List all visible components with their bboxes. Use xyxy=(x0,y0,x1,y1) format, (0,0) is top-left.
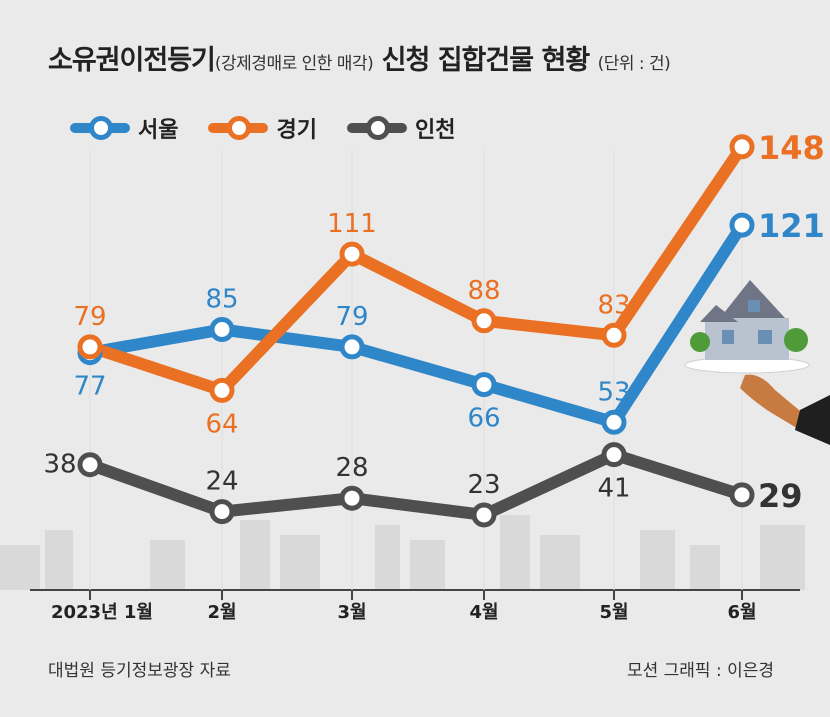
x-tick-label: 5월 xyxy=(599,602,628,623)
data-value-label: 28 xyxy=(335,453,368,483)
data-point xyxy=(729,212,755,238)
title-main: 소유권이전등기 xyxy=(48,45,216,76)
x-tick-label: 6월 xyxy=(727,602,756,623)
data-value-label: 64 xyxy=(205,409,238,439)
legend-item-seoul: 서울 xyxy=(70,112,178,144)
series-line-0 xyxy=(84,219,748,429)
data-point xyxy=(471,502,497,528)
data-value-label: 38 xyxy=(43,450,76,480)
data-value-label: 111 xyxy=(327,209,377,239)
data-value-label: 23 xyxy=(467,470,500,500)
series-line-2 xyxy=(84,448,748,521)
data-point xyxy=(729,482,755,508)
data-point xyxy=(601,442,627,468)
data-value-label: 88 xyxy=(467,276,500,306)
data-value-label: 29 xyxy=(758,477,803,515)
data-point xyxy=(339,334,365,360)
data-point xyxy=(471,372,497,398)
data-value-label: 79 xyxy=(335,302,368,332)
data-point xyxy=(601,322,627,348)
data-value-label: 66 xyxy=(467,404,500,434)
title-sub: (강제경매로 인한 매각) xyxy=(214,54,374,74)
legend-label-incheon: 인천 xyxy=(414,118,456,143)
data-value-label: 77 xyxy=(73,372,106,402)
title-unit: (단위 : 건) xyxy=(597,54,671,74)
house-on-tray-icon xyxy=(684,280,830,445)
data-point xyxy=(77,452,103,478)
legend-marker-incheon xyxy=(346,116,407,140)
data-value-label: 79 xyxy=(73,302,106,332)
data-point xyxy=(339,485,365,511)
data-point xyxy=(209,377,235,403)
chart-title: 소유권이전등기(강제경매로 인한 매각) 신청 집합건물 현황 (단위 : 건) xyxy=(48,38,671,77)
data-value-label: 53 xyxy=(597,377,630,407)
data-point xyxy=(601,409,627,435)
data-value-label: 41 xyxy=(597,474,630,504)
data-point xyxy=(729,134,755,160)
data-point xyxy=(209,317,235,342)
data-point xyxy=(77,334,103,360)
skyline-decoration xyxy=(0,515,805,590)
data-point xyxy=(339,241,365,267)
legend: 서울 경기 인천 xyxy=(70,112,455,144)
title-main2: 신청 집합건물 현황 xyxy=(381,45,591,76)
x-tick-label: 2월 xyxy=(207,602,236,623)
data-value-label: 148 xyxy=(758,129,825,167)
series-line-1 xyxy=(84,140,748,397)
legend-marker-gyeonggi xyxy=(208,116,269,140)
x-tick-label: 4월 xyxy=(469,602,498,623)
x-tick-label: 2023년 1월 xyxy=(51,602,153,623)
data-value-label: 83 xyxy=(597,290,630,320)
data-value-label: 85 xyxy=(205,285,238,315)
credit-note: 모션 그래픽 : 이은경 xyxy=(626,661,774,681)
legend-marker-seoul xyxy=(70,116,130,140)
legend-item-gyeonggi: 경기 xyxy=(208,112,317,144)
data-point xyxy=(471,308,497,334)
data-point xyxy=(209,499,235,525)
data-value-label: 24 xyxy=(205,467,238,497)
data-value-label: 121 xyxy=(758,207,825,245)
legend-label-gyeonggi: 경기 xyxy=(276,118,317,143)
legend-item-incheon: 인천 xyxy=(346,112,456,144)
source-note: 대법원 등기정보광장 자료 xyxy=(48,661,231,681)
x-tick-label: 3월 xyxy=(337,602,366,623)
legend-label-seoul: 서울 xyxy=(138,118,179,143)
